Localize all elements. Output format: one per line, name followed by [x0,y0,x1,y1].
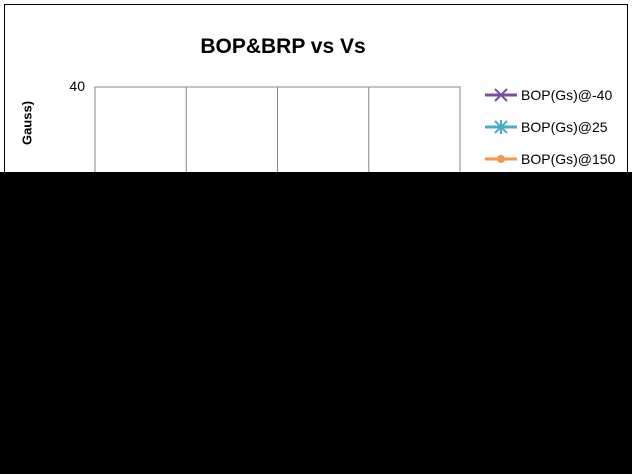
legend-marker [497,155,505,163]
legend-label: BOP(Gs)@150 [521,151,616,167]
redaction-block [0,172,632,474]
legend-item: BOP(Gs)@-40 [483,85,627,105]
legend-swatch [485,88,517,102]
legend-marker [494,88,508,102]
legend-swatch [485,155,517,163]
legend-label: BOP(Gs)@25 [521,119,608,135]
y-axis-label-clip: Gauss) [15,87,39,159]
legend-label: BOP(Gs)@-40 [521,87,613,103]
y-axis-label: Gauss) [19,100,35,146]
legend-swatch [485,120,517,134]
legend-marker [494,120,508,134]
legend-item: BOP(Gs)@150 [483,149,627,169]
legend-item: BOP(Gs)@25 [483,117,627,137]
y-tick-label: 40 [69,78,85,94]
chart-title: BOP&BRP vs Vs [200,35,366,58]
